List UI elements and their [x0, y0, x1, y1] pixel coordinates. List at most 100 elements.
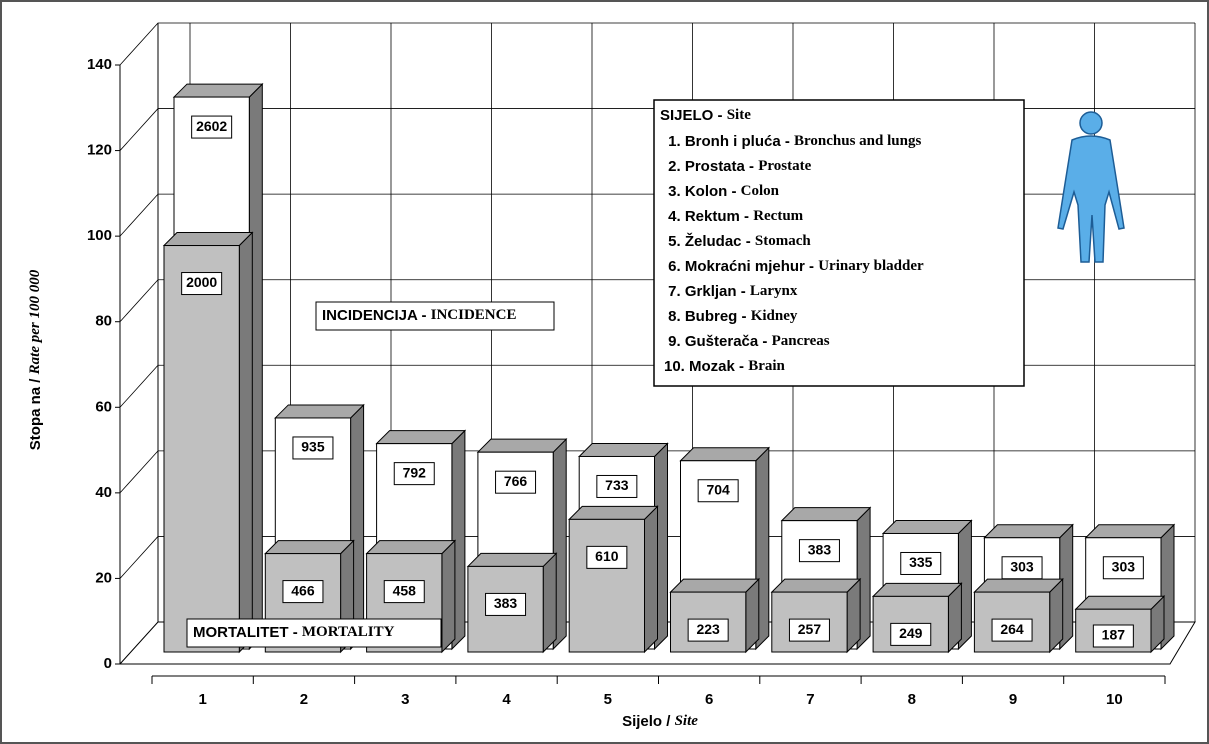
legend-label-en: Kidney	[751, 308, 798, 324]
series-name: INCIDENCIJA -	[322, 307, 431, 324]
x-title-en: Site	[675, 713, 699, 729]
value-label-box	[890, 622, 932, 646]
legend-label-en: Colon	[741, 183, 780, 199]
series-name-en: INCIDENCE	[431, 307, 517, 323]
y-tick-label: 80	[95, 313, 112, 330]
legend-label: 1. Bronh i pluća -	[664, 133, 794, 150]
x-tick-label: 4	[502, 691, 511, 708]
human-icon	[1057, 111, 1125, 263]
value-label: 257	[798, 621, 822, 637]
value-label: 2602	[196, 118, 227, 134]
value-label-box	[383, 580, 425, 604]
bar-top	[1084, 524, 1176, 539]
value-label: 766	[504, 473, 528, 489]
legend-label: 2. Prostata -	[664, 158, 758, 175]
value-label: 335	[909, 554, 933, 570]
x-title: Sijelo /	[622, 713, 675, 730]
value-label-box	[788, 618, 830, 642]
series-label-box	[315, 301, 555, 331]
bar-top	[274, 404, 365, 419]
value-label: 187	[1102, 627, 1126, 643]
value-label-box	[900, 551, 942, 575]
bar-top	[1074, 595, 1166, 610]
value-label-box	[282, 580, 324, 604]
value-label: 935	[301, 439, 325, 455]
bar-top	[172, 83, 264, 98]
legend-label-en: Urinary bladder	[818, 258, 924, 274]
bar-top	[577, 442, 669, 457]
legend-label: 4. Rektum -	[664, 208, 753, 225]
bar-top	[871, 582, 963, 597]
x-tick-label: 9	[1009, 691, 1017, 708]
series-label: INCIDENCIJA - INCIDENCE	[322, 307, 516, 324]
legend-label-en: Larynx	[750, 283, 798, 299]
value-label: 303	[1010, 558, 1034, 574]
bar-top	[770, 578, 862, 593]
legend-item: 3. Kolon - Colon	[664, 183, 780, 200]
value-label-box	[393, 462, 435, 486]
value-label-box	[181, 272, 223, 296]
bar-top	[365, 540, 457, 555]
legend-label-en: Brain	[748, 358, 785, 374]
value-label: 733	[605, 477, 629, 493]
value-label-box	[991, 618, 1033, 642]
y-axis-title: Stopa na / Rate per 100 000	[27, 269, 44, 450]
series-label: MORTALITET - MORTALITY	[193, 624, 395, 641]
value-label: 2000	[186, 274, 217, 290]
x-tick-label: 10	[1106, 691, 1123, 708]
legend-box	[653, 99, 1025, 387]
value-label: 303	[1112, 558, 1136, 574]
value-label: 458	[393, 582, 417, 598]
legend-label-en: Stomach	[755, 233, 811, 249]
series-label-box	[186, 618, 442, 648]
value-label-box	[687, 618, 729, 642]
x-tick-label: 8	[908, 691, 916, 708]
bar	[872, 595, 949, 653]
x-tick-label: 7	[806, 691, 814, 708]
value-label-box	[495, 470, 537, 494]
bar	[771, 591, 848, 653]
series-name-en: MORTALITY	[302, 624, 395, 640]
value-label-box	[292, 436, 334, 460]
value-label: 792	[403, 464, 427, 480]
legend-label-en: Rectum	[753, 208, 803, 224]
legend-label-en: Pancreas	[772, 333, 830, 349]
bar-top	[375, 430, 467, 445]
legend-label: 10. Mozak -	[664, 358, 748, 375]
x-tick-label: 2	[300, 691, 308, 708]
value-label: 610	[595, 548, 619, 564]
bar-top	[476, 438, 568, 453]
legend-item: 1. Bronh i pluća - Bronchus and lungs	[664, 133, 921, 150]
legend-label-en: Prostate	[758, 158, 811, 174]
bar-side	[644, 505, 658, 654]
value-label-box	[485, 592, 527, 616]
legend-title-text: SIJELO -	[660, 107, 727, 124]
bar-side	[238, 231, 253, 654]
x-tick-label: 6	[705, 691, 713, 708]
bar-top	[669, 578, 761, 593]
y-tick-label: 120	[87, 142, 112, 159]
legend-item: 4. Rektum - Rectum	[664, 208, 804, 225]
y-tick-label: 60	[95, 398, 112, 415]
y-title: Stopa na /	[27, 374, 44, 450]
y-tick-label: 140	[87, 56, 112, 73]
legend-label: 8. Bubreg -	[664, 308, 751, 325]
x-tick-label: 1	[198, 691, 206, 708]
value-label: 383	[808, 541, 832, 557]
bar-side	[542, 552, 557, 654]
bar-top	[162, 232, 254, 247]
bar-top	[264, 540, 355, 555]
value-label-box	[798, 539, 840, 563]
legend-label: 5. Želudac -	[664, 232, 755, 250]
legend-item: 10. Mozak - Brain	[664, 358, 786, 375]
value-label: 383	[494, 595, 518, 611]
y-tick-label: 0	[104, 655, 112, 672]
value-label-box	[596, 474, 638, 498]
y-tick-label: 40	[95, 484, 112, 501]
legend-item: 8. Bubreg - Kidney	[664, 308, 798, 325]
legend-item: 7. Grkljan - Larynx	[664, 283, 798, 300]
legend-item: 6. Mokraćni mjehur - Urinary bladder	[664, 258, 924, 275]
x-tick-label: 5	[604, 691, 612, 708]
x-axis-title: Sijelo / Site	[622, 713, 698, 730]
